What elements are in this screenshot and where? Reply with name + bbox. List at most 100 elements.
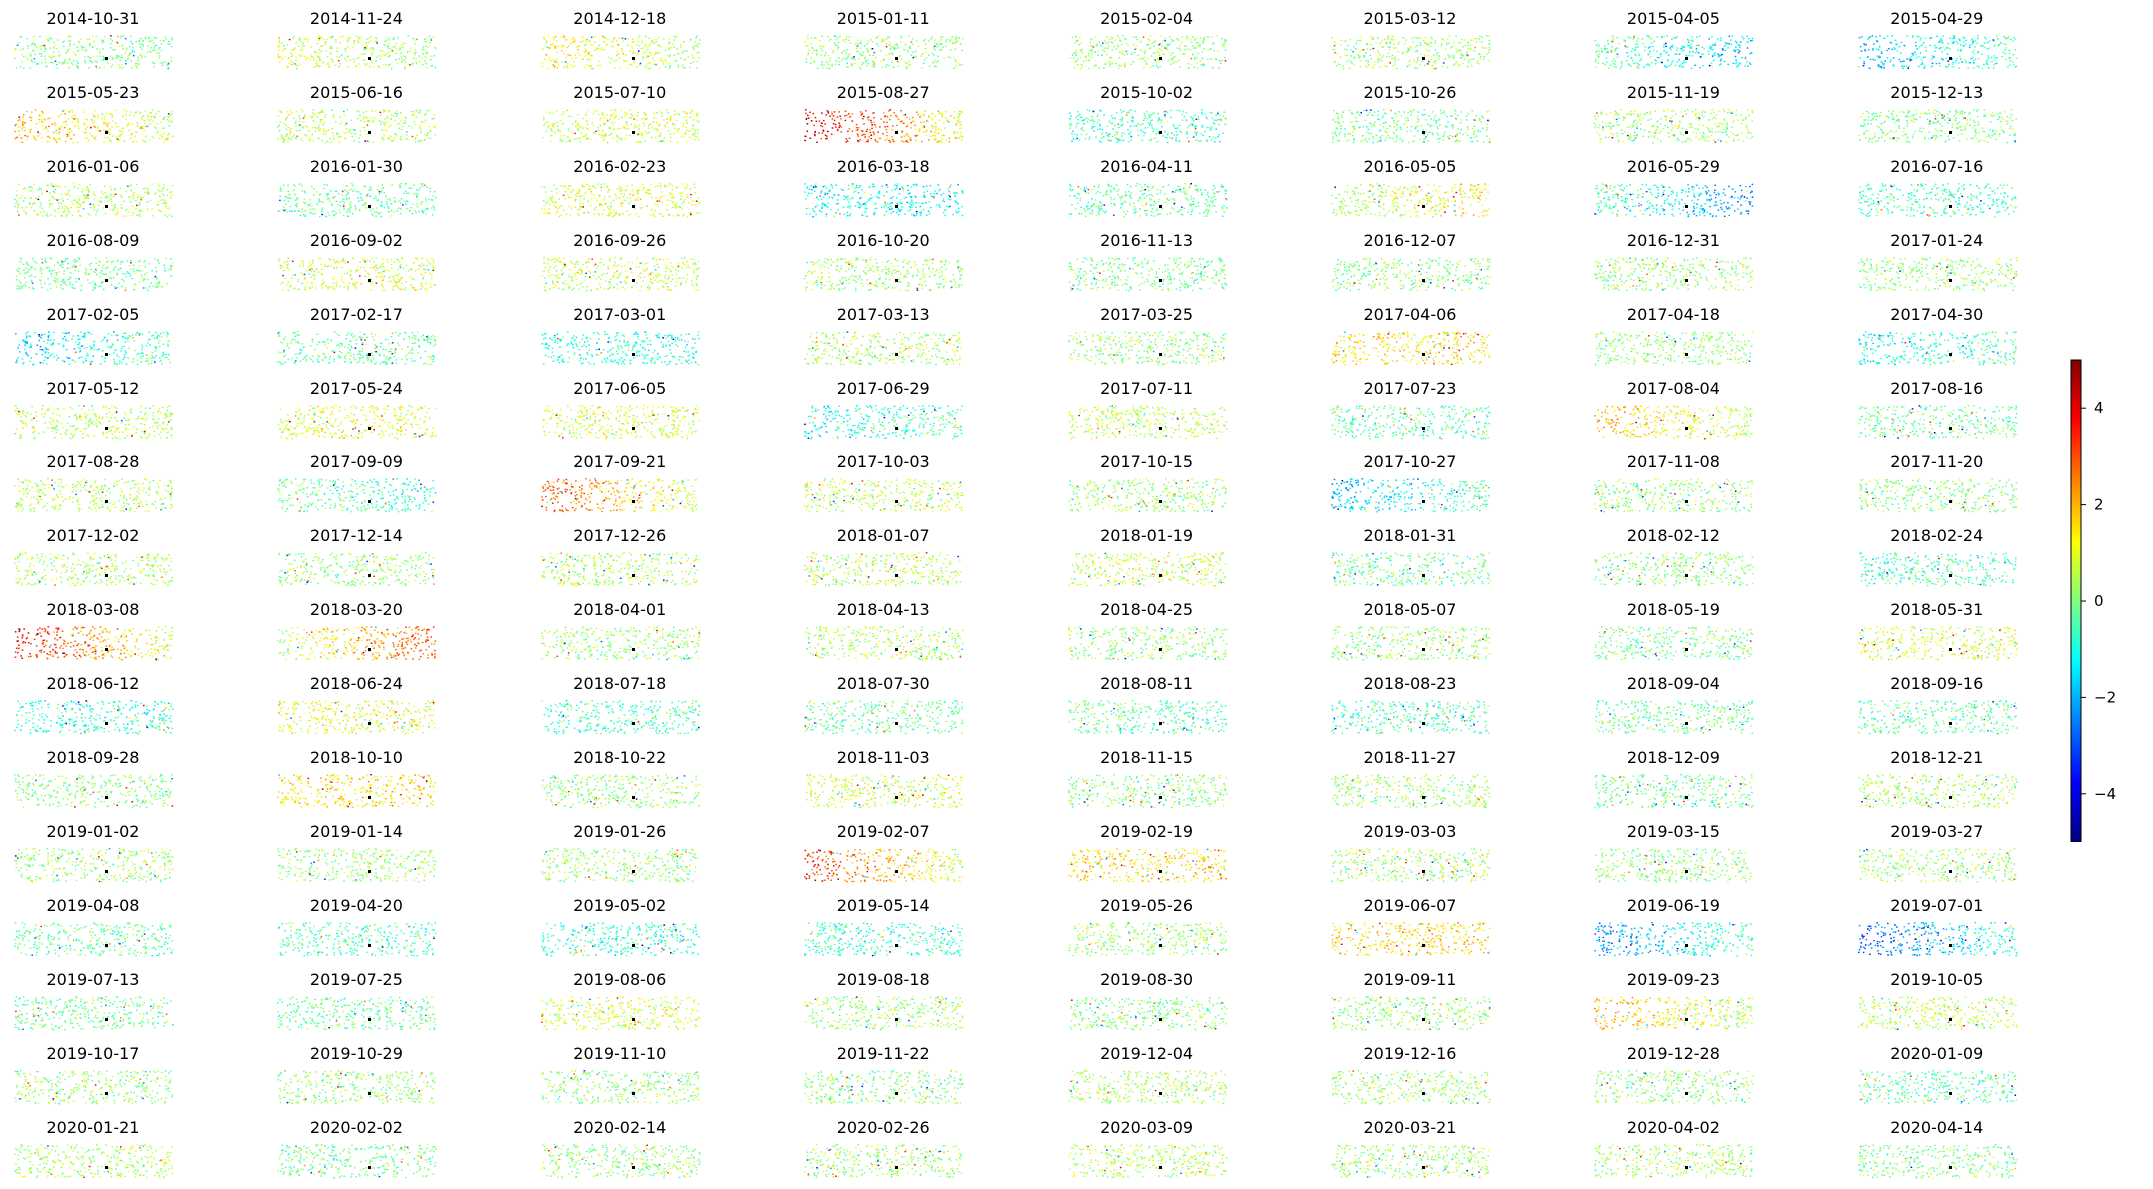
displacement-point [387, 136, 390, 139]
displacement-point [876, 36, 878, 38]
reference-point [631, 130, 635, 134]
displacement-point [2009, 57, 2012, 59]
displacement-point [885, 43, 888, 45]
displacement-point [1217, 67, 1220, 69]
displacement-point [74, 114, 77, 116]
displacement-point [1469, 44, 1472, 46]
displacement-point [2008, 57, 2010, 59]
displacement-point [662, 38, 665, 40]
displacement-point [67, 117, 69, 120]
displacement-point [1660, 130, 1663, 132]
displacement-point [938, 112, 941, 115]
displacement-point [290, 52, 293, 54]
displacement-point [1090, 51, 1093, 53]
displacement-point [638, 64, 641, 66]
displacement-point [1119, 139, 1122, 141]
displacement-point [388, 138, 391, 140]
displacement-point [1878, 46, 1881, 48]
displacement-point [1334, 61, 1336, 63]
displacement-point [1624, 45, 1627, 47]
displacement-point [1633, 134, 1636, 137]
displacement-point [1968, 62, 1970, 64]
displacement-point [940, 36, 942, 38]
displacement-point [680, 136, 683, 138]
displacement-point [1617, 124, 1619, 126]
displacement-point [64, 62, 66, 64]
displacement-point [860, 114, 863, 116]
displacement-point [1462, 46, 1464, 48]
displacement-point [1133, 110, 1136, 112]
displacement-point [691, 55, 693, 57]
displacement-point [1460, 38, 1463, 41]
displacement-point [15, 67, 18, 69]
displacement-point [1434, 49, 1437, 51]
displacement-point [912, 57, 915, 59]
displacement-point [632, 51, 634, 53]
displacement-point [1643, 66, 1646, 68]
displacement-point [940, 43, 943, 45]
displacement-point [1605, 136, 1608, 138]
displacement-point [1649, 52, 1651, 55]
displacement-point [1406, 65, 1409, 68]
displacement-point [426, 109, 429, 112]
displacement-point [1891, 48, 1893, 50]
displacement-point [344, 48, 347, 51]
displacement-point [1120, 135, 1123, 137]
displacement-map [804, 108, 964, 144]
displacement-point [1752, 111, 1754, 113]
displacement-point [567, 45, 570, 48]
displacement-point [1868, 67, 1870, 70]
displacement-point [1452, 127, 1454, 129]
displacement-point [358, 110, 361, 113]
displacement-point [1880, 61, 1882, 63]
displacement-point [1687, 108, 1689, 111]
displacement-point [1171, 137, 1173, 139]
displacement-point [1393, 119, 1395, 122]
displacement-point [1359, 56, 1361, 58]
displacement-point [821, 125, 824, 128]
displacement-point [317, 42, 319, 44]
panel-date-title: 2015-01-11 [804, 8, 962, 30]
displacement-point [690, 109, 692, 111]
displacement-point [1429, 45, 1432, 48]
displacement-point [163, 141, 165, 143]
displacement-point [1408, 64, 1411, 66]
displacement-point [1175, 127, 1178, 130]
displacement-point [1104, 42, 1107, 45]
displacement-point [118, 64, 120, 66]
displacement-point [1726, 141, 1728, 143]
displacement-point [1159, 49, 1162, 52]
displacement-point [1618, 141, 1620, 143]
displacement-point [1103, 40, 1106, 42]
displacement-point [278, 39, 281, 41]
displacement-point [602, 122, 604, 125]
displacement-point [89, 57, 92, 59]
displacement-point [1971, 41, 1974, 44]
displacement-point [1610, 132, 1613, 135]
displacement-point [1911, 53, 1914, 55]
displacement-point [1667, 126, 1669, 128]
displacement-point [943, 57, 946, 60]
displacement-point [399, 122, 401, 125]
displacement-point [62, 61, 65, 64]
displacement-point [1158, 43, 1160, 46]
displacement-point [644, 51, 647, 53]
panel-date-title: 2015-05-23 [14, 82, 172, 104]
displacement-point [615, 54, 618, 56]
displacement-point [1373, 125, 1376, 127]
displacement-point [145, 135, 147, 137]
displacement-point [1202, 38, 1205, 40]
displacement-point [397, 112, 399, 115]
displacement-point [134, 135, 136, 137]
displacement-point [53, 55, 56, 58]
displacement-point [565, 65, 568, 67]
displacement-point [364, 120, 366, 123]
displacement-point [571, 57, 573, 60]
displacement-point [885, 121, 888, 123]
displacement-point [1905, 35, 1908, 37]
displacement-point [1467, 112, 1469, 115]
displacement-point [93, 121, 96, 123]
displacement-point [1739, 50, 1741, 52]
displacement-point [1867, 48, 1870, 51]
displacement-point [319, 118, 322, 121]
